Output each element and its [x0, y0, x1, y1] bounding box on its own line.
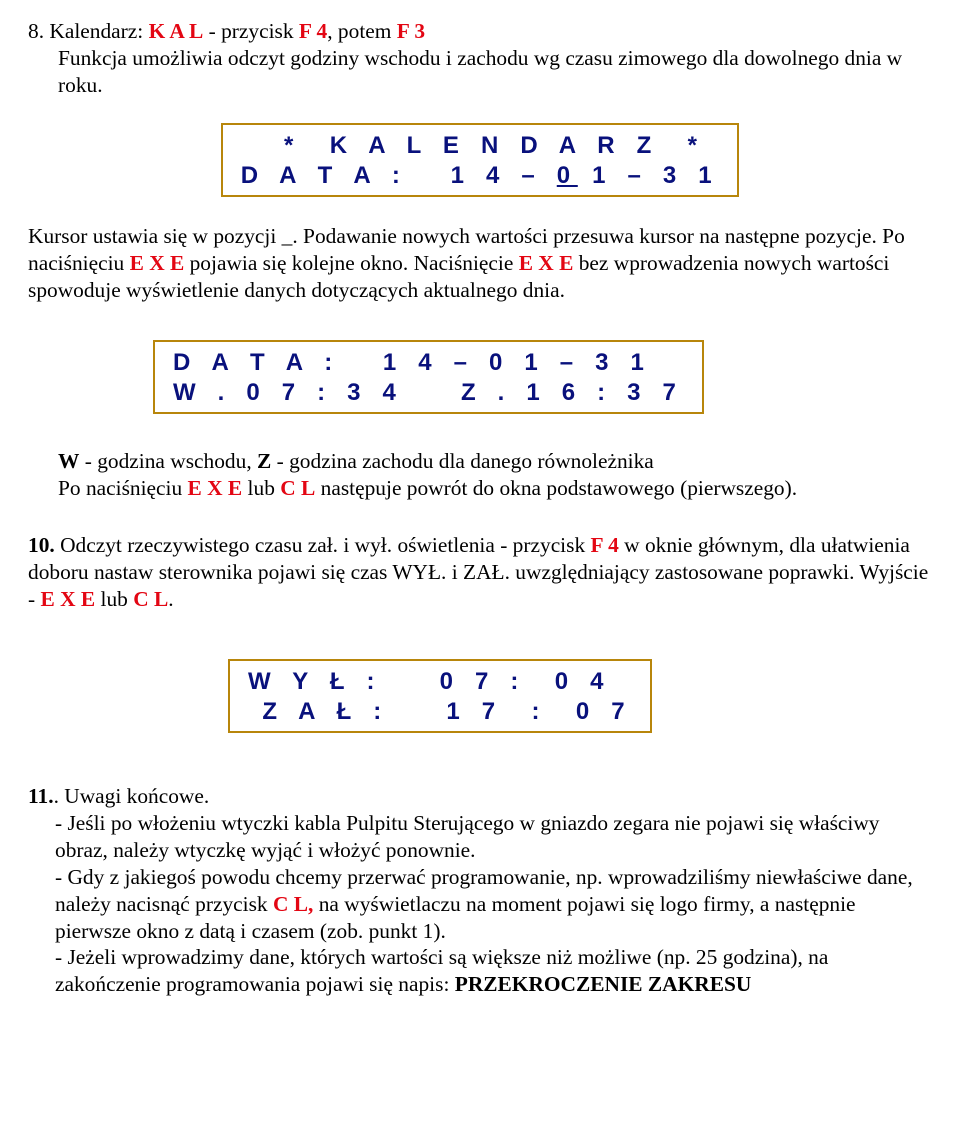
lcd1-l1: * K A L E N D A R Z * [255, 132, 704, 159]
lcd2-l2: W . 0 7 : 3 4 Z . 1 6 : 3 7 [173, 379, 684, 406]
lcd2-l1: D A T A : 1 4 – 0 1 – 3 1 [173, 349, 652, 376]
s8-exe1: E X E [130, 251, 185, 275]
s10-num: 10. [28, 533, 55, 557]
s11-title: . Uwagi końcowe. [54, 784, 210, 808]
s8-kal: K A L [149, 19, 204, 43]
s8-line2: Funkcja umożliwia odczyt godziny wschodu… [28, 45, 932, 99]
s10-exe: E X E [40, 587, 95, 611]
s11-b1: - Jeśli po włożeniu wtyczki kabla Pulpit… [28, 810, 932, 864]
s8-p3a: - godzina wschodu, [79, 449, 257, 473]
s11-b3: - Jeżeli wprowadzimy dane, których warto… [28, 944, 932, 998]
s8-p3a2: - godzina zachodu dla danego równoleżnik… [271, 449, 654, 473]
s8-z: Z [257, 449, 271, 473]
lcd-display-3-wrap: W Y Ł : 0 7 : 0 4 Z A Ł : 1 7 : 0 7 [28, 649, 932, 743]
s8-para3a: W - godzina wschodu, Z - godzina zachodu… [28, 448, 932, 475]
lcd1-l2a: D A T A : 1 4 – [241, 162, 557, 189]
s8-exe3: E X E [188, 476, 243, 500]
s10-d: . [168, 587, 173, 611]
s11-num: 11. [28, 784, 54, 808]
s8-para2: Kursor ustawia się w pozycji _. Podawani… [28, 223, 932, 304]
s8-p3bb: lub [242, 476, 280, 500]
s8-f3: F 3 [397, 19, 425, 43]
lcd-display-1-wrap: * K A L E N D A R Z * D A T A : 1 4 – 0 … [28, 113, 932, 207]
s8-f4: F 4 [299, 19, 327, 43]
lcd3-l1: W Y Ł : 0 7 : 0 4 [248, 668, 611, 695]
s11-b2: - Gdy z jakiegoś powodu chcemy przerwać … [28, 864, 932, 945]
s8-para3b: Po naciśnięciu E X E lub C L następuje p… [28, 475, 932, 502]
lcd1-l2b: 0 [557, 162, 578, 189]
lcd-display-1: * K A L E N D A R Z * D A T A : 1 4 – 0 … [221, 123, 740, 197]
section-11-heading: 11.. Uwagi końcowe. [28, 783, 932, 810]
s8-cl1: C L [280, 476, 315, 500]
section-10: 10. Odczyt rzeczywistego czasu zał. i wy… [28, 532, 932, 613]
s8-p3ba: Po naciśnięciu [58, 476, 188, 500]
s8-potem: , potem [327, 19, 397, 43]
s8-prefix: 8. Kalendarz: [28, 19, 149, 43]
section-8-heading: 8. Kalendarz: K A L - przycisk F 4, pote… [28, 18, 932, 45]
s11-cl: C L, [273, 892, 313, 916]
lcd-display-2: D A T A : 1 4 – 0 1 – 3 1 W . 0 7 : 3 4 … [153, 340, 704, 414]
s11-b3b: PRZEKROCZENIE ZAKRESU [455, 972, 752, 996]
lcd1-l2c: 1 – 3 1 [578, 162, 720, 189]
s8-p2b: pojawia się kolejne okno. Naciśnięcie [184, 251, 518, 275]
s8-dash: - przycisk [203, 19, 299, 43]
s8-p3bc: następuje powrót do okna podstawowego (p… [315, 476, 797, 500]
lcd-display-3: W Y Ł : 0 7 : 0 4 Z A Ł : 1 7 : 0 7 [228, 659, 652, 733]
s8-exe2: E X E [519, 251, 574, 275]
s10-c: lub [95, 587, 133, 611]
lcd-display-2-wrap: D A T A : 1 4 – 0 1 – 3 1 W . 0 7 : 3 4 … [28, 330, 932, 424]
lcd3-l2: Z A Ł : 1 7 : 0 7 [248, 698, 632, 725]
s10-f4: F 4 [591, 533, 619, 557]
s8-w: W [58, 449, 79, 473]
s10-cl: C L [133, 587, 168, 611]
s10-a: Odczyt rzeczywistego czasu zał. i wył. o… [55, 533, 591, 557]
